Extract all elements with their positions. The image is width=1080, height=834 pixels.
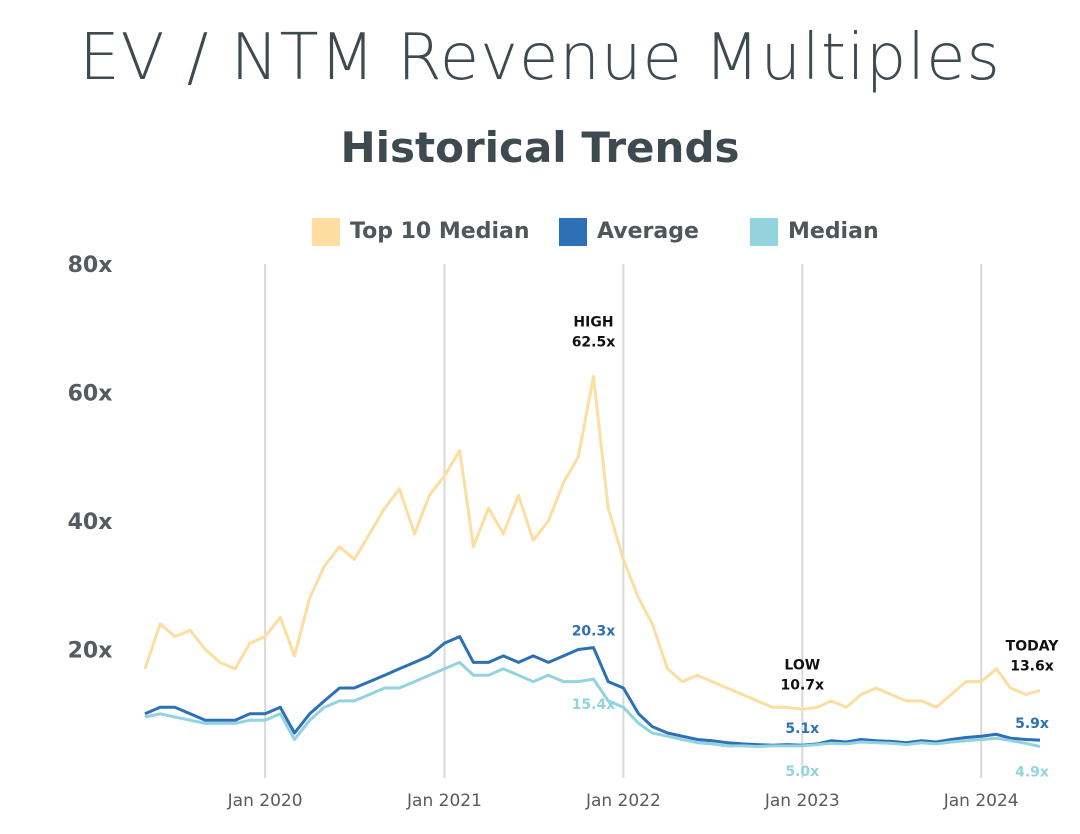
annotation-label: 4.9x (1015, 765, 1049, 781)
legend-swatch-median (750, 218, 778, 246)
legend-swatch-top10-median (312, 218, 340, 246)
series-line-median (144, 660, 1041, 748)
series-line-top-10-median (143, 374, 1041, 711)
annotation-label: 5.1x (785, 721, 819, 737)
annotation-label: 5.0x (785, 764, 819, 780)
annotation-label: 15.4x (572, 697, 616, 713)
annotation-value: 13.6x (1010, 659, 1054, 675)
legend-label-median: Median (788, 219, 879, 244)
x-tick-label: Jan 2022 (585, 791, 661, 811)
annotation-label: LOW (784, 657, 820, 673)
chart-title: EV / NTM Revenue Multiples (79, 21, 1001, 95)
annotation-label: 20.3x (572, 624, 616, 640)
y-tick-label: 60x (68, 382, 113, 407)
x-tick-label: Jan 2020 (227, 791, 303, 811)
annotation-label: 5.9x (1015, 716, 1049, 732)
annotation-value: 10.7x (780, 677, 824, 693)
annotation-label: HIGH (573, 314, 613, 330)
annotation-label: TODAY (1006, 639, 1060, 655)
chart-subtitle: Historical Trends (340, 123, 740, 172)
x-tick-label: Jan 2021 (406, 791, 482, 811)
legend-swatch-average (559, 218, 587, 246)
legend-label-top10-median: Top 10 Median (350, 219, 530, 244)
legend-label-average: Average (597, 219, 699, 244)
annotation-value: 62.5x (572, 334, 616, 350)
x-tick-label: Jan 2024 (943, 791, 1019, 811)
series-line-average (144, 635, 1041, 747)
y-tick-label: 20x (68, 639, 113, 664)
legend: Top 10 Median Average Median (0, 216, 1080, 250)
x-tick-label: Jan 2023 (764, 791, 840, 811)
y-tick-label: 40x (68, 510, 113, 535)
y-tick-label: 80x (68, 253, 113, 278)
